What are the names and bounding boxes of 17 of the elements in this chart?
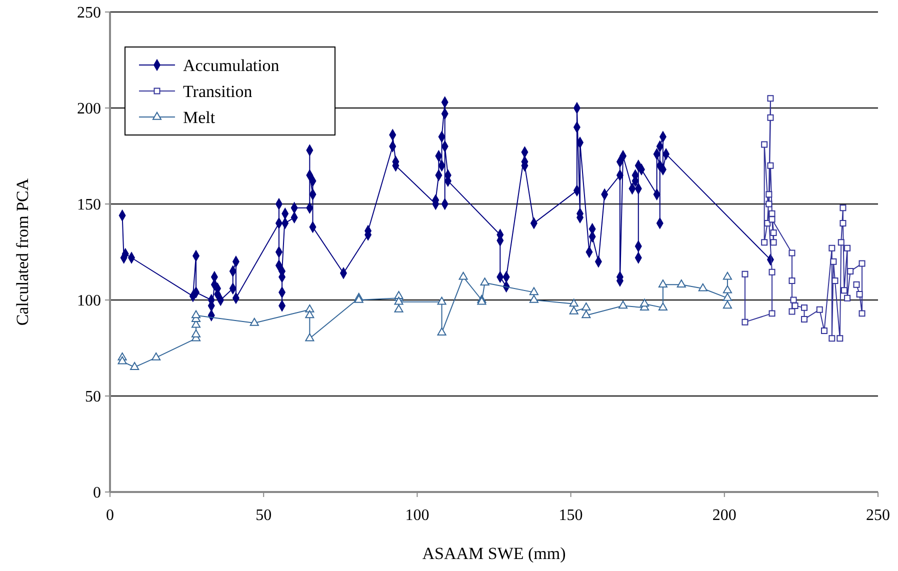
y-tick-label: 150: [77, 196, 101, 214]
legend-label: Accumulation: [183, 56, 280, 75]
y-tick-label: 50: [85, 388, 101, 406]
y-tick-label: 200: [77, 100, 101, 118]
x-tick-label: 200: [712, 507, 736, 524]
y-tick-label: 100: [77, 292, 101, 310]
legend-label: Transition: [183, 82, 253, 101]
x-tick-label: 0: [106, 507, 114, 524]
x-axis-title: ASAAM SWE (mm): [422, 544, 566, 563]
x-tick-label: 100: [405, 507, 430, 524]
x-tick-label: 50: [256, 507, 272, 524]
y-tick-label: 0: [93, 484, 101, 502]
x-tick-label: 250: [866, 507, 890, 524]
y-tick-label: 250: [77, 4, 101, 22]
x-tick-label: 150: [558, 507, 583, 524]
y-axis-title: Calculated from PCA: [13, 178, 32, 326]
legend-label: Melt: [183, 108, 216, 127]
